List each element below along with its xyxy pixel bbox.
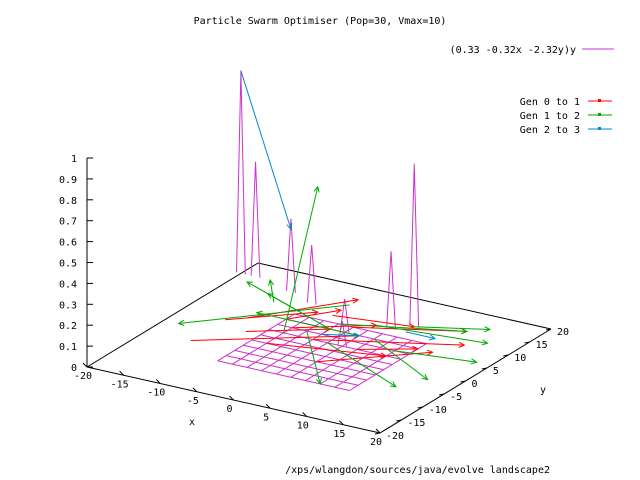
z-tick-label: 0.6	[59, 238, 77, 249]
x-tick-label: 5	[263, 412, 269, 423]
x-tick-label: -15	[111, 379, 129, 390]
z-axis-ticks: 00.10.20.30.40.50.60.70.80.91	[59, 154, 93, 374]
z-tick-label: 0.2	[59, 321, 77, 332]
x-tick-label: -5	[187, 396, 199, 407]
floor-edge	[258, 263, 551, 329]
surface-gridline	[243, 345, 375, 375]
chart-title: Particle Swarm Optimiser (Pop=30, Vmax=1…	[194, 16, 447, 27]
velocity-arrow	[395, 351, 477, 362]
x-tick-label: -10	[147, 388, 165, 399]
velocity-arrow	[241, 71, 291, 229]
x-axis-ticks: -20 -15 -10 -5 0 5 10 15 20	[74, 363, 382, 448]
z-tick-label: 0.4	[59, 279, 77, 290]
z-tick-label: 0.9	[59, 175, 77, 186]
legend-label-surface: (0.33 -0.32x -2.32y)y	[450, 45, 576, 56]
y-tick-label: 5	[493, 366, 499, 377]
surface-peak	[410, 164, 419, 328]
velocity-arrow	[191, 336, 359, 341]
y-tick-label: 10	[514, 353, 526, 364]
x-tick-label: 20	[370, 437, 382, 448]
velocity-arrow	[246, 329, 330, 331]
surface-gridline	[252, 340, 384, 370]
z-tick-label: 0.1	[59, 342, 77, 353]
velocity-arrow	[376, 325, 487, 343]
x-tick-mark	[83, 363, 87, 367]
surface-peak	[387, 251, 396, 329]
surface-peak	[237, 71, 246, 275]
surface-gridline	[218, 361, 350, 391]
y-tick-label: -5	[450, 392, 462, 403]
y-tick-label: 20	[557, 327, 569, 338]
x-tick-label: 10	[297, 421, 309, 432]
y-tick-mark	[375, 433, 380, 434]
legend-label-series-2: Gen 2 to 3	[520, 125, 580, 136]
surface-peak	[251, 162, 260, 278]
x-tick-label: -20	[74, 371, 92, 382]
z-tick-label: 0.8	[59, 196, 77, 207]
y-tick-label: 0	[472, 379, 478, 390]
z-tick-label: 1	[71, 154, 77, 165]
y-tick-label: -20	[386, 431, 404, 442]
footer-path: /xps/wlangdon/sources/java/evolve landsc…	[285, 465, 550, 476]
y-tick-label: -10	[429, 405, 447, 416]
x-tick-label: 0	[226, 404, 232, 415]
arrow-head	[390, 382, 396, 387]
z-tick-label: 0.3	[59, 300, 77, 311]
legend-marker	[598, 99, 601, 102]
legend-label-series-1: Gen 1 to 2	[520, 111, 580, 122]
z-tick-label: 0.5	[59, 259, 77, 270]
velocity-arrow	[248, 300, 358, 318]
legend: (0.33 -0.32x -2.32y)y Gen 0 to 1 Gen 1 t…	[450, 45, 614, 136]
y-tick-label: -15	[407, 418, 425, 429]
legend-marker	[598, 113, 601, 116]
z-tick-label: 0.7	[59, 217, 77, 228]
x-axis-label: x	[189, 417, 195, 428]
legend-label-series-0: Gen 0 to 1	[520, 97, 580, 108]
velocity-arrows	[179, 71, 490, 387]
y-tick-label: 15	[536, 340, 548, 351]
legend-marker	[598, 127, 601, 130]
y-axis-label: y	[540, 385, 546, 396]
x-tick-label: 15	[333, 429, 345, 440]
